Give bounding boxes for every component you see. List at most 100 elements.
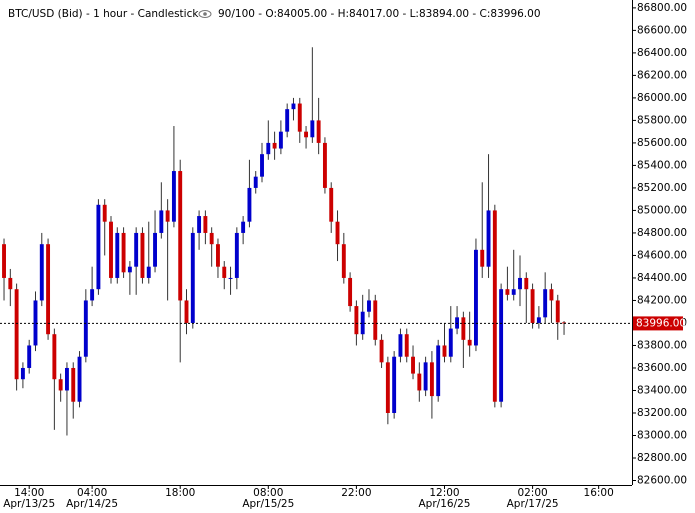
y-tick-label: 85200.00 [637,182,687,194]
y-tick-label: 82600.00 [637,474,687,486]
candle-body [404,334,409,357]
y-tick-label: 85000.00 [637,204,687,216]
candle-body [492,210,497,402]
candle-body [354,306,359,335]
candle-body [46,244,51,335]
y-tick-label: 83200.00 [637,407,687,419]
candle-body [58,379,63,391]
candle-body [83,300,88,357]
last-price-label: 83996.00 [636,317,686,329]
candle-body [329,187,334,222]
candle-body [348,277,353,307]
x-tick-label: 04:00 [77,487,107,499]
candle-body [197,216,202,233]
eye-pupil [203,12,207,16]
candle-body [555,300,560,323]
x-tick-date: Apr/13/25 [3,498,55,509]
candle-body [272,142,277,149]
candle-body [536,317,541,323]
candle-body [260,154,264,177]
candle-body [304,131,309,138]
candle-body [96,204,101,290]
candle-body [14,289,19,380]
candle-body [234,232,239,278]
candle-body [171,171,176,222]
candle-body [90,289,95,301]
candle-body [423,362,428,391]
candle-body [153,232,157,267]
y-tick-label: 85600.00 [637,137,687,149]
x-tick-label: 14:00 [14,487,44,499]
candle-body [77,356,82,402]
last-price-box [633,316,683,331]
visibility-icon [198,10,212,18]
x-tick-date: Apr/16/25 [419,498,471,509]
x-tick-label: 12:00 [429,487,459,499]
candle-body [216,244,220,267]
candle-body [71,367,76,402]
candle-body [39,244,44,301]
candle-body [27,345,32,368]
candle-body [190,232,195,323]
y-tick-label: 86600.00 [637,24,687,36]
candle-body [518,277,522,290]
candle-body [253,176,258,188]
x-tick-label: 18:00 [165,487,195,499]
candle-body [247,187,252,222]
candle-body [109,221,113,278]
x-tick-label: 02:00 [517,487,547,499]
candle-body [486,210,491,267]
chart-title: BTC/USD (Bid) - 1 hour - Candlestick [8,8,199,20]
x-tick-label: 08:00 [253,487,283,499]
candle-body [20,367,25,380]
candle-body [266,142,271,155]
candle-body [499,289,504,402]
candle-body [335,221,340,245]
candle-body [379,339,384,363]
candle-body [524,277,529,290]
candle-body [159,210,164,233]
candle-body [392,356,397,413]
candle-body [411,356,415,374]
y-tick-label: 84600.00 [637,249,687,261]
candle-body [33,300,38,346]
eye-outline [198,10,212,18]
candle-body [511,289,516,295]
candle-body [562,322,566,324]
y-tick-label: 83600.00 [637,362,687,374]
x-tick-label: 22:00 [341,487,371,499]
y-tick-label: 85400.00 [637,159,687,171]
y-tick-label: 84800.00 [637,227,687,239]
candle-body [373,300,378,340]
x-tick-date: Apr/14/25 [66,498,118,509]
candle-body [115,232,120,278]
x-tick-label: 16:00 [584,487,614,499]
candle-body [146,266,151,278]
candle-body [461,317,466,340]
candle-body [448,328,453,357]
candle-body [228,277,233,279]
candle-body [241,221,246,233]
candle-body [367,300,371,312]
candle-body [417,373,422,391]
y-tick-label: 83400.00 [637,384,687,396]
candle-body [474,249,478,346]
candle-body [203,216,208,233]
y-tick-label: 86800.00 [637,2,687,14]
candle-body [530,289,535,323]
candle-body [291,103,296,110]
candle-body [165,210,170,222]
candle-body [385,362,390,413]
candle-body [316,120,321,143]
y-tick-label: 86400.00 [637,47,687,59]
candle-body [360,311,365,335]
candle-body [209,232,214,245]
y-tick-label: 83000.00 [637,429,687,441]
candle-body [398,334,403,357]
candle-body [140,232,145,278]
candle-body [121,232,126,273]
candle-body [297,103,302,132]
candle-body [429,362,434,397]
